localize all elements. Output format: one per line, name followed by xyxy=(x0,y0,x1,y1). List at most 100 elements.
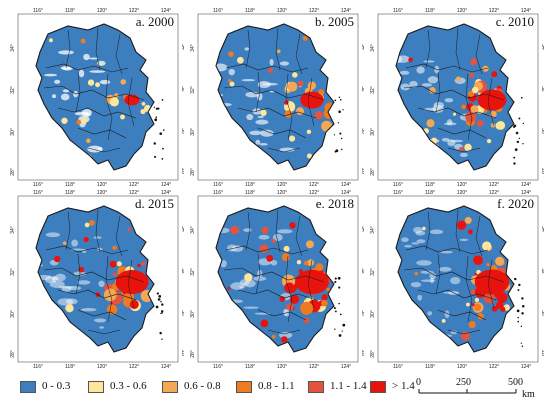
panel-label: e. 2018 xyxy=(315,196,354,211)
island xyxy=(160,300,162,303)
lon-tick-label: 116° xyxy=(33,182,43,188)
island xyxy=(160,312,162,315)
density-spot xyxy=(455,76,461,82)
lon-tick-label: 118° xyxy=(65,8,75,14)
density-spot xyxy=(486,262,490,267)
density-spot xyxy=(80,117,88,124)
sparse-area xyxy=(429,229,444,235)
sparse-area xyxy=(44,73,58,77)
sparse-area xyxy=(99,326,104,329)
density-spot xyxy=(76,119,82,125)
sparse-area xyxy=(256,92,263,101)
lat-tick-label: 34° xyxy=(190,226,196,234)
urban-core xyxy=(115,270,149,294)
legend-label: 0.6 - 0.8 xyxy=(184,380,221,392)
lon-tick-label: 118° xyxy=(425,364,435,370)
density-spot xyxy=(414,271,419,276)
density-spot xyxy=(326,287,331,292)
lat-tick-label: 32° xyxy=(10,268,16,276)
lon-tick-label: 118° xyxy=(245,182,255,188)
sparse-area xyxy=(51,94,57,99)
sparse-area xyxy=(444,122,457,126)
lat-tick-label: 30° xyxy=(190,310,196,318)
lon-tick-label: 116° xyxy=(213,8,223,14)
lat-tick-label: 32° xyxy=(540,268,544,276)
lon-tick-label: 116° xyxy=(33,190,43,196)
lon-tick-label: 122° xyxy=(489,8,499,14)
island xyxy=(520,342,522,344)
density-spot xyxy=(95,82,100,88)
legend-label: 0 - 0.3 xyxy=(42,380,71,392)
island xyxy=(338,110,341,113)
density-spot xyxy=(441,318,446,323)
island xyxy=(155,305,159,309)
lon-tick-label: 120° xyxy=(457,364,467,370)
sparse-area xyxy=(444,310,450,319)
island xyxy=(515,131,519,135)
urban-core xyxy=(300,91,324,109)
island xyxy=(161,303,164,306)
island xyxy=(338,96,341,99)
sparse-area xyxy=(427,76,439,84)
scale-bar-line xyxy=(418,389,517,394)
island xyxy=(518,283,521,287)
density-spot xyxy=(470,58,478,66)
sparse-area xyxy=(416,239,426,244)
density-spot xyxy=(99,62,103,66)
lon-tick-label: 124° xyxy=(341,8,351,14)
sparse-area xyxy=(421,279,436,282)
lat-tick-label: 30° xyxy=(10,310,16,318)
legend-swatch-0 xyxy=(20,381,36,393)
lon-tick-label: 118° xyxy=(245,190,255,196)
admin-boundary xyxy=(425,27,495,141)
density-spot xyxy=(491,305,498,312)
density-spot xyxy=(473,255,483,266)
lon-tick-label: 120° xyxy=(457,8,467,14)
admin-boundary xyxy=(403,63,505,153)
density-spot xyxy=(496,292,508,304)
lon-tick-label: 118° xyxy=(65,364,75,370)
density-layer xyxy=(216,35,334,159)
panel-label: d. 2015 xyxy=(135,196,174,211)
map-panel-6: 116° 116° 118° 118° 120° 120° 122° 122° 124° 124°… xyxy=(368,190,544,371)
density-spot xyxy=(236,56,244,64)
island xyxy=(161,338,163,340)
lon-tick-label: 118° xyxy=(425,182,435,188)
lon-tick-label: 118° xyxy=(425,8,435,14)
density-spot xyxy=(305,240,314,249)
density-spot xyxy=(283,245,290,252)
panel-label: f. 2020 xyxy=(497,196,534,211)
scale-max: 500 xyxy=(508,377,523,388)
region-fill xyxy=(396,24,514,170)
island xyxy=(521,345,524,347)
region-outline xyxy=(35,23,155,171)
lat-tick-label: 28° xyxy=(370,168,376,176)
sparse-area xyxy=(447,139,456,147)
lon-tick-label: 124° xyxy=(161,182,171,188)
scale-bar: 0 250 500 km xyxy=(416,377,542,401)
lat-tick-label: 34° xyxy=(180,226,184,234)
sparse-area xyxy=(400,83,411,91)
lat-tick-label: 32° xyxy=(370,86,376,94)
sparse-area xyxy=(416,66,425,74)
lat-tick-label: 32° xyxy=(180,268,184,276)
sparse-area xyxy=(450,276,461,285)
density-spot xyxy=(53,255,61,263)
sparse-area xyxy=(429,272,437,280)
sparse-area xyxy=(258,234,270,240)
sparse-area xyxy=(89,70,106,73)
region-outline xyxy=(215,205,335,353)
sparse-area xyxy=(245,91,259,98)
island xyxy=(337,276,341,280)
sparse-area xyxy=(45,232,61,238)
sparse-area xyxy=(404,244,413,248)
density-spot xyxy=(296,260,302,265)
lon-tick-label: 124° xyxy=(161,190,171,196)
island xyxy=(159,331,162,335)
density-spot xyxy=(303,317,310,324)
lon-tick-label: 122° xyxy=(309,182,319,188)
island xyxy=(154,118,158,122)
sparse-area xyxy=(257,115,264,119)
sparse-area xyxy=(272,233,283,242)
lat-tick-label: 30° xyxy=(180,310,184,318)
